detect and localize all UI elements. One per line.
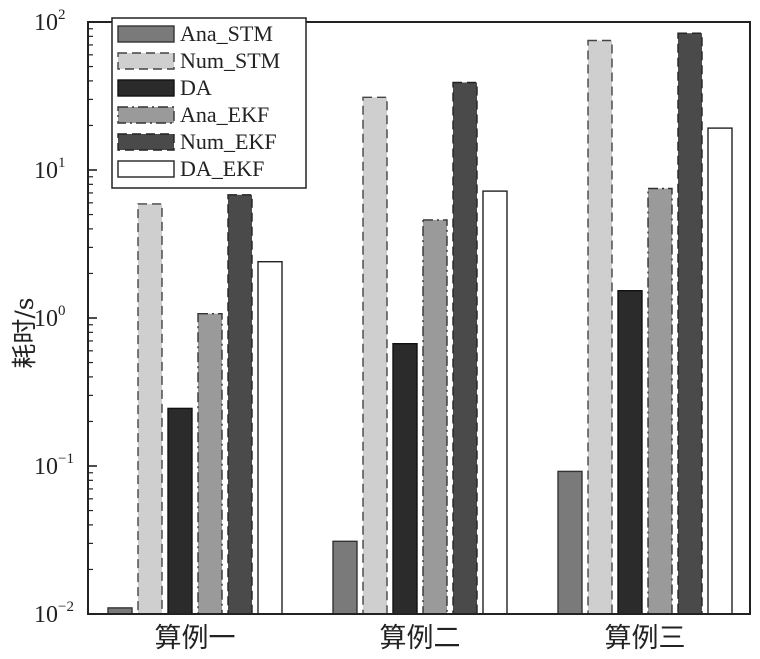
bar-num-ekf-cat3 — [677, 32, 703, 615]
x-tick-label: 算例三 — [605, 623, 686, 654]
bar-ana-stm-cat3 — [557, 470, 583, 615]
legend-label: Ana_EKF — [180, 102, 269, 127]
y-tick-label: 10−1 — [34, 451, 74, 480]
y-tick-label: 100 — [34, 303, 66, 332]
bar-ana-ekf-cat1 — [197, 313, 223, 615]
bar-da-ekf-cat1 — [257, 261, 283, 615]
x-tick-label: 算例一 — [155, 623, 236, 654]
y-tick-label: 10−2 — [34, 599, 74, 628]
bar-da-cat2 — [392, 343, 418, 615]
y-axis-label: 耗时/s — [10, 297, 39, 368]
bar-num-stm-cat2 — [362, 96, 388, 615]
bar-num-ekf-cat2 — [452, 81, 478, 615]
legend-label: Num_STM — [180, 48, 280, 73]
bar-num-ekf-cat1 — [227, 194, 253, 615]
legend-swatch-da — [117, 79, 175, 97]
bar-ana-stm-cat2 — [332, 540, 358, 615]
y-ticks: 10−2 10−1 100 101 102 — [34, 7, 97, 628]
x-tick-label: 算例二 — [380, 623, 461, 654]
legend-swatch-da-ekf — [117, 160, 175, 178]
bar-ana-ekf-cat3 — [647, 187, 673, 615]
y-tick-label: 102 — [34, 7, 66, 36]
bar-ana-ekf-cat2 — [422, 219, 448, 615]
legend-swatch-num-stm — [117, 52, 175, 70]
legend-swatch-ana-ekf — [117, 106, 175, 124]
legend-label: Ana_STM — [180, 21, 273, 46]
bars-group — [107, 32, 733, 615]
y-tick-label: 101 — [34, 155, 66, 184]
bar-da-cat1 — [167, 407, 193, 615]
bar-da-cat3 — [617, 290, 643, 615]
bar-num-stm-cat3 — [587, 39, 613, 615]
legend-label: DA — [180, 75, 212, 100]
x-tick-labels: 算例一 算例二 算例三 — [155, 623, 686, 654]
legend-label: DA_EKF — [180, 156, 264, 181]
bar-num-stm-cat1 — [137, 203, 163, 615]
legend-swatch-ana-stm — [117, 25, 175, 43]
bar-da-ekf-cat2 — [482, 190, 508, 615]
legend-label: Num_EKF — [180, 129, 277, 154]
bar-da-ekf-cat3 — [707, 127, 733, 615]
legend-swatch-num-ekf — [117, 133, 175, 151]
legend-box — [111, 17, 307, 189]
